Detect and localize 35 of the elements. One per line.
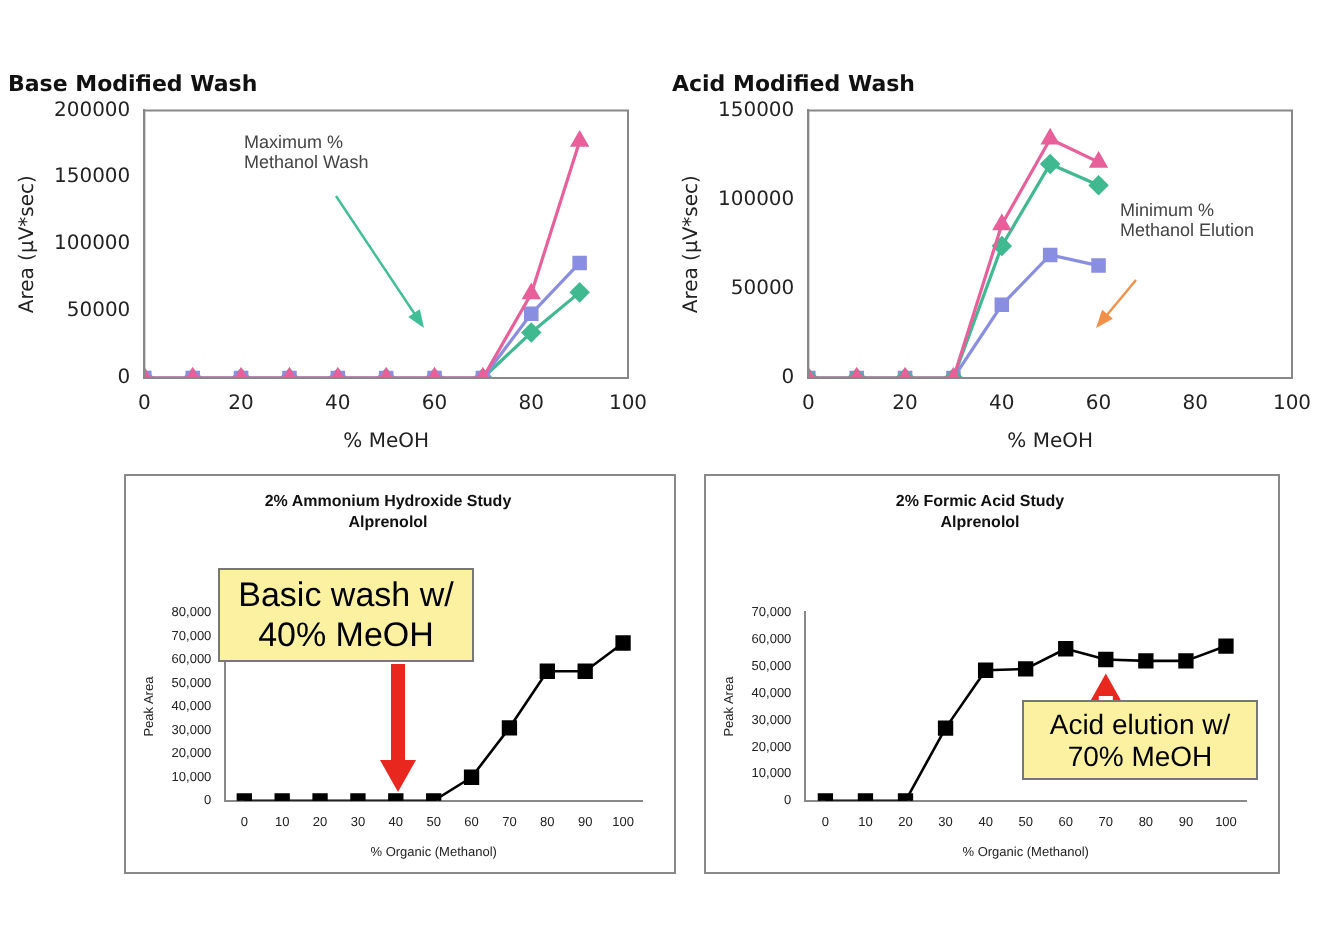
- x-tick-label: 60: [421, 393, 448, 416]
- y-axis-title: Area (µV*sec): [681, 174, 704, 314]
- x-tick-label: 80: [1182, 393, 1208, 416]
- x-tick-label: 100: [1272, 393, 1312, 416]
- annotation: Maximum % Methanol Wash: [244, 132, 371, 174]
- x-axis-title: % MeOH: [1007, 431, 1094, 454]
- chart-subtitle: Alprenolol: [348, 513, 428, 532]
- y-tick-label: 0: [781, 367, 795, 390]
- y-tick-label: 200000: [53, 99, 131, 122]
- annotation: Basic wash w/ 40% MeOH: [218, 568, 474, 663]
- x-tick-label: 20: [228, 393, 254, 416]
- x-tick-label: 20: [892, 393, 918, 416]
- x-tick-label: 80: [518, 393, 544, 416]
- x-tick-label: 40: [989, 393, 1015, 416]
- y-tick-label: 50000: [730, 277, 795, 300]
- annotation: Minimum % Methanol Elution: [1120, 200, 1257, 242]
- x-axis-title: % MeOH: [343, 431, 430, 454]
- x-tick-label: 0: [137, 393, 151, 416]
- chart-subtitle: Alprenolol: [940, 513, 1020, 532]
- x-tick-label: 100: [608, 393, 648, 416]
- y-tick-label: 0: [117, 367, 131, 390]
- x-tick-label: 0: [801, 393, 815, 416]
- x-tick-label: 40: [325, 393, 351, 416]
- chart-title: Acid Modified Wash: [672, 70, 916, 97]
- chart-title: 2% Ammonium Hydroxide Study: [264, 492, 513, 511]
- y-tick-label: 50000: [66, 300, 131, 323]
- y-tick-label: 150000: [717, 99, 795, 122]
- y-tick-label: 100000: [717, 188, 795, 211]
- chart-title: Base Modified Wash: [8, 70, 258, 97]
- annotation: Acid elution w/ 70% MeOH: [1022, 700, 1258, 781]
- x-tick-label: 60: [1085, 393, 1112, 416]
- chart-title: 2% Formic Acid Study: [895, 492, 1066, 511]
- y-tick-label: 100000: [53, 233, 131, 256]
- y-axis-title: Area (µV*sec): [17, 174, 40, 314]
- y-tick-label: 150000: [53, 166, 131, 189]
